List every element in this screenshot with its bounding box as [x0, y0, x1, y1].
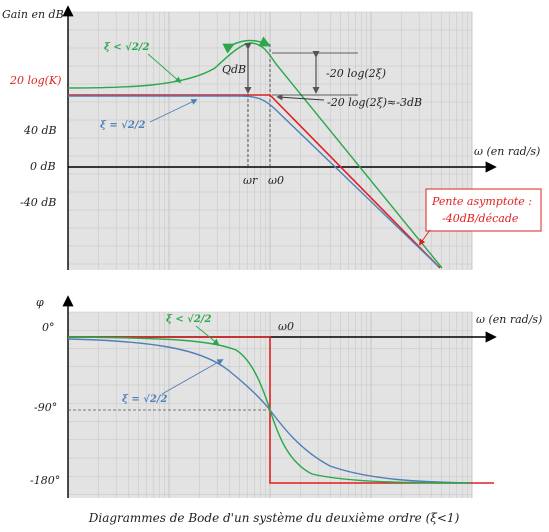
- gain-xi-less-label: ξ < √2/2: [104, 41, 149, 53]
- gain-xi-less-pointer: [147, 53, 182, 84]
- q-db-label: QdB: [222, 63, 246, 76]
- peak-annotation: -20 log(2ξ): [326, 67, 386, 80]
- tick-minus40db: -40 dB: [20, 196, 56, 209]
- minus3db-annotation: -20 log(2ξ)≈-3dB: [327, 96, 422, 109]
- tick-0db: 0 dB: [30, 160, 56, 173]
- level-label: 20 log(K): [9, 74, 61, 87]
- gain-asymptote: [68, 94, 441, 269]
- tick-minus90deg: -90°: [34, 401, 57, 414]
- phase-xi-equal-pointer: [161, 359, 224, 395]
- gain-plot: Gain en dB ω (en rad/s) 20 log(K) 40 dB …: [2, 5, 542, 270]
- phase-y-title: φ: [36, 296, 44, 309]
- peak-arrow: [222, 36, 271, 54]
- phase-plot: φ ω (en rad/s) 0° -90° -180° ω0 ξ < √2/2…: [30, 295, 542, 498]
- gain-y-title: Gain en dB: [2, 8, 64, 21]
- omega-r-label: ωr: [243, 174, 258, 187]
- figure-caption: Diagrammes de Bode d'un système du deuxi…: [88, 511, 460, 525]
- gain-curve-critical: [68, 95, 439, 267]
- asymptote-slope-box: [425, 188, 542, 232]
- gain-x-title: ω (en rad/s): [474, 145, 540, 158]
- phase-xi-less-label: ξ < √2/2: [166, 313, 211, 325]
- tick-minus180deg: -180°: [30, 474, 60, 487]
- gain-xi-equal-label: ξ = √2/2: [100, 119, 145, 131]
- phase-x-title: ω (en rad/s): [476, 313, 542, 326]
- asymptote-slope-pointer: [418, 229, 431, 246]
- phase-xi-equal-label: ξ = √2/2: [122, 393, 167, 405]
- minus3db-arrow: [276, 94, 325, 101]
- asymptote-slope-line1: Pente asymptote :: [431, 195, 532, 208]
- omega-0-label: ω0: [268, 174, 284, 187]
- phase-curve-resonant: [67, 336, 471, 484]
- gain-xi-equal-pointer: [149, 99, 198, 123]
- tick-0deg: 0°: [42, 321, 55, 334]
- phase-xi-less-pointer: [195, 325, 220, 346]
- asymptote-slope-line2: -40dB/décade: [442, 212, 519, 225]
- tick-40db: 40 dB: [23, 124, 57, 137]
- phase-omega-0-label: ω0: [278, 320, 294, 333]
